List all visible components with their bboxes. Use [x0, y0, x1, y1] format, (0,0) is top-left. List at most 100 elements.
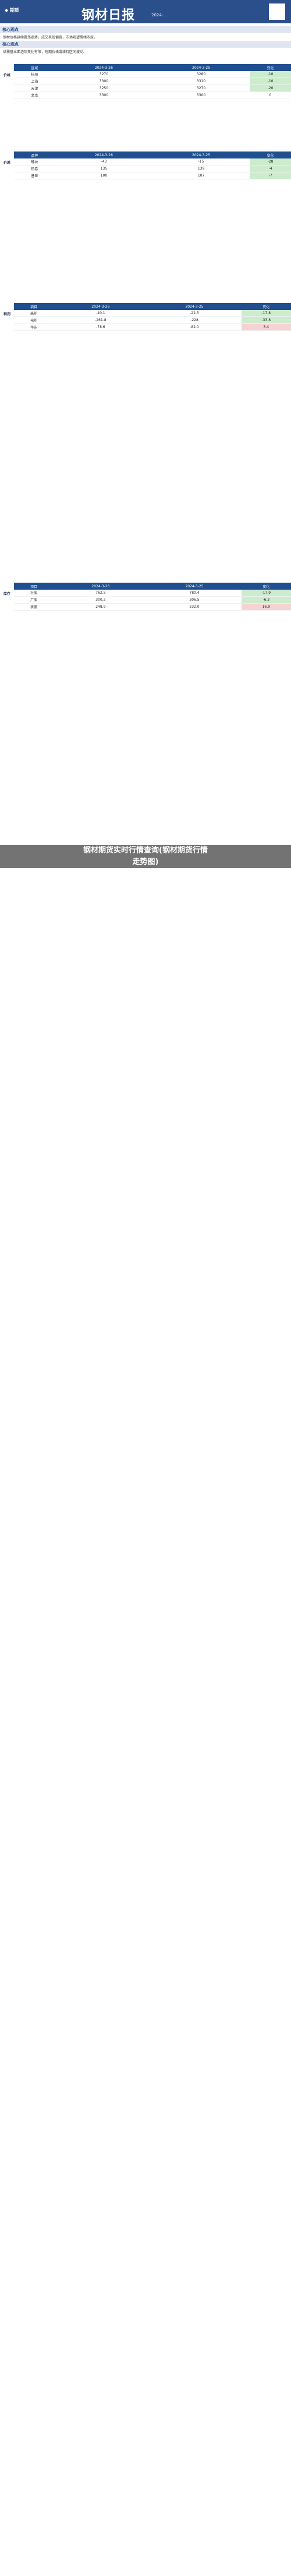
table-header: 2024-3-26 — [54, 303, 148, 310]
table-cell: -4 — [250, 165, 291, 172]
table-label: 价格 — [3, 73, 10, 77]
table-价差: 价差 品种 2024-3-26 2024-3-25 变化 螺纹 -43 -15 -28 热卷 135… — [0, 151, 291, 179]
table-header: 项目 — [14, 583, 54, 590]
table-header: 2024-3-25 — [147, 583, 242, 590]
table-header: 2024-3-26 — [55, 151, 152, 158]
brand-logo: ◆ 期货 — [5, 8, 19, 13]
table-cell: 3270 — [152, 84, 250, 92]
table-cell: 华东 — [14, 323, 54, 331]
table-label: 库存 — [3, 592, 10, 596]
table-cell: 306.5 — [147, 596, 242, 604]
table-cell: 3300 — [152, 91, 250, 99]
table-header: 2024-3-25 — [147, 303, 242, 310]
table-row: 北京 3300 3300 0 — [14, 91, 291, 99]
table-cell: -20 — [250, 84, 291, 92]
table-cell: 电炉 — [14, 316, 54, 324]
overlay-line-1: 钢材期货实时行情查询(钢材期货行情 — [83, 846, 208, 855]
table-cell: 232.0 — [147, 603, 242, 611]
table-cell: 3250 — [55, 84, 152, 92]
table-cell: -7 — [250, 172, 291, 179]
table-cell: 杭州 — [14, 71, 55, 78]
page-overlay-title: 钢材期货实时行情查询(钢材期货行情 走势图) — [0, 845, 291, 868]
table-cell: -15 — [152, 158, 250, 165]
table-cell: 上海 — [14, 77, 55, 85]
table-cell: 107 — [152, 172, 250, 179]
table-header: 区域 — [14, 64, 55, 71]
table-cell: 139 — [152, 165, 250, 172]
table-cell: -17.8 — [241, 310, 291, 317]
table-cell: -6.3 — [241, 596, 291, 604]
table-cell: 3310 — [152, 77, 250, 85]
table-header: 品种 — [14, 151, 55, 158]
table-row: 杭州 3270 3280 -10 — [14, 71, 291, 78]
qr-code-icon — [269, 3, 285, 20]
table-库存: 库存 项目 2024-3-26 2024-3-25 变化 社库 762.5 780.4 -17.… — [0, 583, 291, 611]
table-cell: 厂库 — [14, 596, 54, 604]
table-cell: -22.3 — [147, 310, 242, 317]
table-cell: 3300 — [55, 91, 152, 99]
table-row: 基差 100 107 -7 — [14, 172, 291, 179]
table-cell: -82.0 — [147, 323, 242, 331]
overlay-line-2: 走势图) — [132, 858, 159, 866]
table-header: 项目 — [14, 303, 54, 310]
table-cell: 100 — [55, 172, 152, 179]
table-cell: -10 — [250, 71, 291, 78]
table-row: 华东 -78.6 -82.0 3.4 — [14, 323, 291, 331]
table-header: 2024-3-26 — [55, 64, 152, 71]
table-row: 热卷 135 139 -4 — [14, 165, 291, 172]
table-cell: -28 — [250, 158, 291, 165]
table-row: 厂库 300.2 306.5 -6.3 — [14, 596, 291, 604]
section-paragraph: 供需基本面边际变化有限，短期价格或维持区间波动。 — [3, 50, 87, 54]
table-价格: 价格 区域 2024-3-26 2024-3-25 变化 杭州 3270 3280 -10 上海 3… — [0, 64, 291, 99]
table-header: 变化 — [241, 583, 291, 590]
table-cell: 300.2 — [54, 596, 148, 604]
table-cell: -43 — [55, 158, 152, 165]
table-label: 利润 — [3, 312, 10, 316]
table-label: 价差 — [3, 161, 10, 165]
table-header: 变化 — [250, 151, 291, 158]
table-cell: 基差 — [14, 172, 55, 179]
table-row: 电炉 -261.8 -228 -33.8 — [14, 316, 291, 324]
table-cell: -33.8 — [241, 316, 291, 324]
section-header: 核心观点 — [0, 41, 291, 48]
table-header: 变化 — [241, 303, 291, 310]
table-cell: 社库 — [14, 590, 54, 597]
table-cell: 高炉 — [14, 310, 54, 317]
report-banner: ◆ 期货 钢材日报 2024-… — [0, 0, 291, 23]
table-cell: -17.9 — [241, 590, 291, 597]
table-cell: 3280 — [152, 71, 250, 78]
table-cell: 热卷 — [14, 165, 55, 172]
table-header: 2024-3-25 — [152, 64, 250, 71]
table-cell: 3300 — [55, 77, 152, 85]
report-date: 2024-… — [151, 13, 168, 17]
table-row: 表需 248.9 232.0 16.9 — [14, 603, 291, 611]
table-cell: -261.8 — [54, 316, 148, 324]
table-cell: 780.4 — [147, 590, 242, 597]
table-cell: 248.9 — [54, 603, 148, 611]
table-cell: 762.5 — [54, 590, 148, 597]
table-row: 社库 762.5 780.4 -17.9 — [14, 590, 291, 597]
table-cell: 0 — [250, 91, 291, 99]
table-header: 2024-3-25 — [152, 151, 250, 158]
table-row: 高炉 -40.1 -22.3 -17.8 — [14, 310, 291, 317]
section-core-view: 核心观点 钢材价格延续震荡走势，成交表现偏弱，市场观望情绪浓厚。 — [0, 26, 291, 42]
table-cell: 135 — [55, 165, 152, 172]
table-header: 变化 — [250, 64, 291, 71]
table-cell: 天津 — [14, 84, 55, 92]
table-cell: -40.1 — [54, 310, 148, 317]
section-paragraph: 钢材价格延续震荡走势，成交表现偏弱，市场观望情绪浓厚。 — [3, 36, 98, 40]
table-cell: 螺纹 — [14, 158, 55, 165]
table-cell: 表需 — [14, 603, 54, 611]
section-header: 核心观点 — [0, 26, 291, 33]
table-cell: -228 — [147, 316, 242, 324]
table-header: 2024-3-26 — [54, 583, 148, 590]
report-title: 钢材日报 — [81, 8, 136, 23]
table-cell: 北京 — [14, 91, 55, 99]
table-cell: -78.6 — [54, 323, 148, 331]
table-row: 天津 3250 3270 -20 — [14, 84, 291, 92]
table-cell: 16.9 — [241, 603, 291, 611]
table-利润: 利润 项目 2024-3-26 2024-3-25 变化 高炉 -40.1 -22.3 -17.… — [0, 303, 291, 331]
table-row: 螺纹 -43 -15 -28 — [14, 158, 291, 165]
table-cell: 3270 — [55, 71, 152, 78]
table-cell: -10 — [250, 77, 291, 85]
